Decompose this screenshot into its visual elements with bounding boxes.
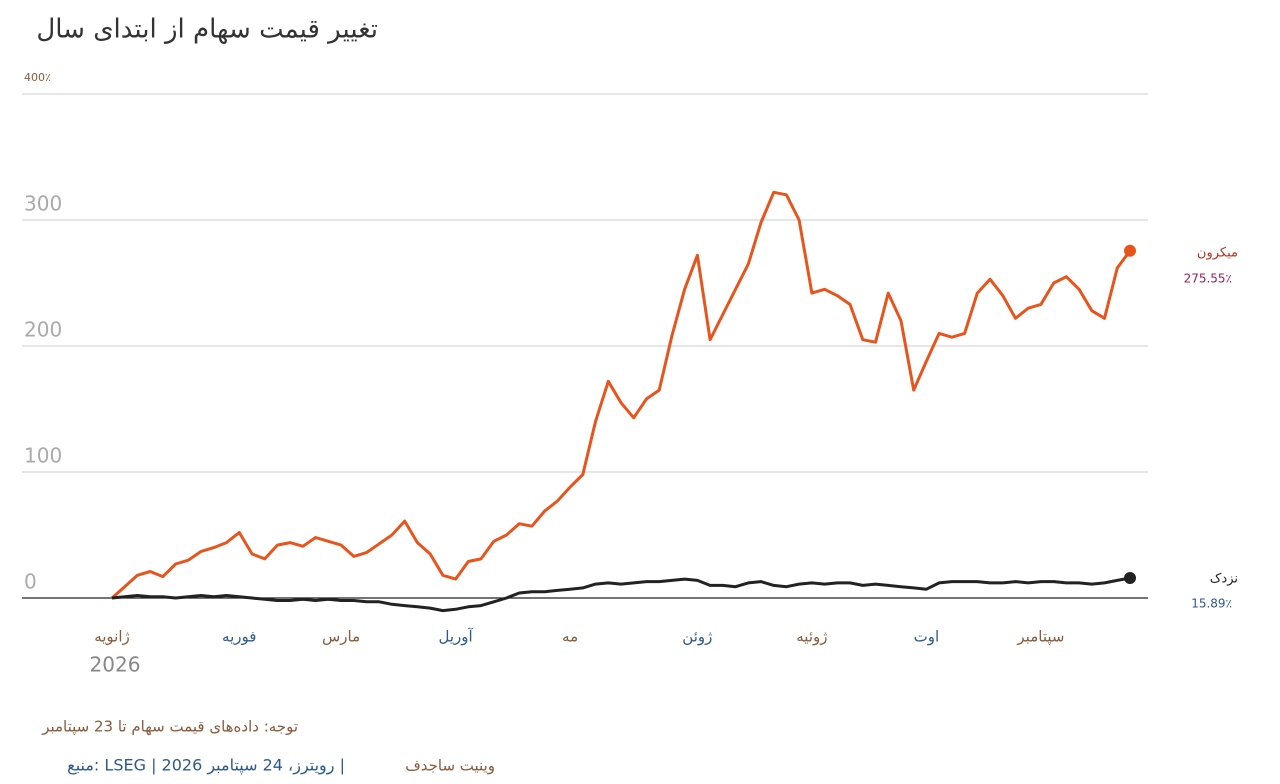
end-dot	[1124, 571, 1136, 584]
value-label: 15.89٪	[1191, 597, 1232, 611]
value-label: 275.55٪	[1184, 272, 1232, 286]
x-tick-label: ژوئن	[682, 628, 712, 646]
x-tick-label: فوریه	[222, 628, 256, 646]
legend-label: نزدک	[1210, 572, 1238, 587]
y-tick-label: 200	[24, 318, 62, 342]
x-tick-label: اوت	[914, 628, 940, 646]
y-tick-label: 400٪	[24, 71, 51, 84]
x-tick-label: ژوئیه	[796, 628, 827, 646]
author: وینیت ساجدف	[405, 757, 495, 775]
x-tick-label: آوریل	[438, 628, 473, 646]
x-tick-label: سپتامبر	[1016, 628, 1064, 647]
year-label: 2026	[90, 653, 141, 677]
series-line	[111, 576, 1131, 613]
chart-title: تغییر قیمت سهام از ابتدای سال	[36, 15, 378, 45]
legend-label: میکرون	[1197, 246, 1238, 261]
x-tick-label: مه	[562, 628, 578, 646]
y-tick-label: 0	[24, 570, 37, 594]
y-tick-label: 300	[24, 192, 62, 216]
x-tick-label: ژانویه	[94, 628, 130, 646]
source: منبع: LSEG | رویترز، 24 سپتامبر 2026 |	[67, 756, 345, 776]
note: توجه: داده‌های قیمت سهام تا 23 سپتامبر	[41, 718, 298, 737]
y-tick-label: 100	[24, 444, 62, 468]
end-dot	[1124, 244, 1136, 257]
x-tick-label: مارس	[322, 628, 360, 646]
series-line	[111, 190, 1132, 600]
